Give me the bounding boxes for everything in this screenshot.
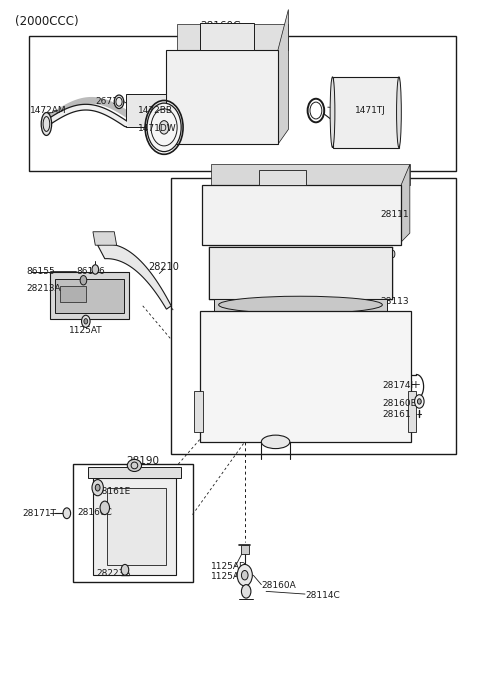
Text: 86156: 86156 [76, 267, 105, 276]
Polygon shape [93, 477, 176, 575]
Polygon shape [88, 467, 180, 477]
Text: 28113: 28113 [380, 297, 408, 306]
Polygon shape [126, 94, 167, 127]
Polygon shape [401, 164, 410, 242]
Circle shape [82, 315, 90, 327]
Text: 28160C: 28160C [77, 508, 112, 517]
Circle shape [237, 564, 252, 586]
Polygon shape [97, 244, 171, 309]
Text: 28110: 28110 [363, 251, 396, 260]
Ellipse shape [330, 77, 335, 147]
Text: 28160A: 28160A [261, 581, 296, 591]
Ellipse shape [396, 77, 401, 147]
Polygon shape [333, 77, 399, 147]
Bar [241, 545, 249, 553]
Bar [408, 391, 417, 432]
Circle shape [92, 265, 98, 274]
Circle shape [92, 479, 103, 496]
Text: 28117F: 28117F [357, 324, 390, 333]
Circle shape [415, 394, 424, 408]
Text: 28190: 28190 [126, 456, 159, 466]
Bar [73, 464, 192, 582]
Polygon shape [209, 246, 392, 299]
Circle shape [100, 501, 109, 515]
Text: 86155: 86155 [26, 267, 55, 276]
Text: 28171T: 28171T [23, 509, 57, 518]
Polygon shape [93, 232, 117, 245]
Circle shape [241, 585, 251, 598]
Bar [29, 37, 456, 171]
Polygon shape [107, 488, 167, 565]
Text: 28174H: 28174H [383, 381, 418, 390]
Text: 1471DW: 1471DW [138, 124, 177, 133]
Text: 28161: 28161 [383, 410, 411, 420]
Polygon shape [214, 299, 387, 310]
Polygon shape [50, 272, 129, 319]
Circle shape [96, 484, 100, 491]
Text: 28223A: 28223A [96, 570, 131, 579]
Text: 1125AD: 1125AD [211, 562, 246, 571]
Polygon shape [200, 23, 254, 50]
Text: 1125AE: 1125AE [211, 572, 245, 581]
Ellipse shape [219, 296, 383, 314]
Text: 28114C: 28114C [305, 591, 340, 600]
Polygon shape [167, 50, 278, 144]
Circle shape [241, 570, 248, 580]
Text: 28111: 28111 [380, 210, 408, 219]
Circle shape [63, 508, 71, 519]
Polygon shape [211, 164, 410, 185]
Text: 28210: 28210 [149, 262, 180, 272]
Text: 28161E: 28161E [96, 487, 131, 496]
Bar [60, 286, 86, 302]
Ellipse shape [261, 435, 290, 449]
Text: 1471TJ: 1471TJ [355, 106, 386, 115]
Ellipse shape [127, 460, 142, 471]
Polygon shape [200, 310, 411, 442]
Text: 26710: 26710 [96, 97, 124, 107]
Ellipse shape [159, 121, 169, 134]
Circle shape [418, 399, 421, 404]
Text: 28213A: 28213A [26, 285, 61, 293]
Ellipse shape [114, 95, 124, 109]
Circle shape [80, 276, 87, 285]
Text: 28160B: 28160B [383, 399, 417, 408]
Polygon shape [177, 24, 288, 50]
Polygon shape [202, 185, 401, 245]
Polygon shape [259, 170, 306, 185]
Text: 1472BB: 1472BB [138, 106, 173, 115]
Bar [171, 178, 456, 454]
Text: (2000CCC): (2000CCC) [14, 15, 78, 28]
Ellipse shape [41, 113, 52, 135]
Circle shape [84, 318, 88, 324]
Polygon shape [55, 279, 124, 312]
Polygon shape [278, 10, 288, 144]
Bar [194, 391, 203, 432]
Text: 1125AT: 1125AT [69, 325, 103, 335]
Text: 1472AM: 1472AM [30, 106, 67, 115]
Circle shape [121, 564, 129, 575]
Text: 28160G: 28160G [201, 20, 241, 31]
Ellipse shape [147, 103, 181, 151]
